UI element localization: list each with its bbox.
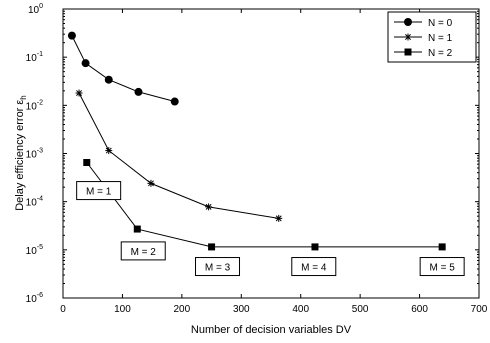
annotation-box: M = 5 — [419, 257, 465, 277]
annotation-label: M = 3 — [205, 263, 231, 274]
x-tick-label: 0 — [60, 304, 66, 315]
annotation-frame — [76, 181, 122, 201]
legend-label: N = 0 — [428, 18, 453, 29]
star-stroke — [205, 203, 212, 210]
star-stroke — [76, 90, 82, 96]
data-point-circle — [404, 18, 412, 26]
x-tick-label: 100 — [114, 304, 131, 315]
data-point-circle — [104, 75, 113, 84]
data-point-circle — [170, 97, 179, 106]
data-point-star — [75, 89, 83, 97]
legend-entry: N = 2 — [394, 48, 453, 59]
annotation-label: M = 5 — [430, 263, 456, 274]
annotation-frame — [419, 257, 465, 277]
legend-entry: N = 1 — [394, 33, 453, 44]
data-point-square — [404, 48, 412, 56]
x-tick-label: 300 — [233, 304, 250, 315]
legend-label: N = 2 — [428, 48, 453, 59]
series-circle — [67, 31, 179, 106]
data-point-square — [83, 159, 91, 167]
x-axis-label: Number of decision variables DV — [191, 324, 352, 336]
y-tick-label: 10-2 — [26, 99, 43, 112]
annotation-box: M = 1 — [76, 181, 122, 201]
data-point-square — [311, 243, 319, 251]
star-stroke — [148, 180, 154, 187]
y-axis-label-subscript: h — [19, 95, 28, 99]
annotation-box: M = 2 — [120, 241, 166, 261]
annotation-layer: M = 1 M = 2 M = 3 M = 4 M = 5 — [76, 181, 465, 277]
annotation-label: M = 2 — [131, 247, 157, 258]
annotation-box: M = 4 — [291, 257, 337, 277]
data-point-star — [105, 147, 113, 155]
x-tick-label: 500 — [352, 304, 369, 315]
data-point-star — [205, 203, 213, 211]
legend-entry: N = 0 — [394, 18, 453, 29]
data-point-square — [438, 243, 446, 251]
axes: 0 100 200 300 400 500 600 700 10-6 10-5 10-4 10-3 10… — [26, 3, 488, 315]
x-tick-label: 200 — [174, 304, 191, 315]
legend-label: N = 1 — [428, 33, 453, 44]
y-axis-label-main: Delay efficiency error ε — [14, 100, 26, 211]
data-point-circle — [81, 59, 90, 68]
y-tick-label: 10-5 — [26, 244, 43, 257]
y-axis-label: Delay efficiency error εh — [14, 95, 28, 211]
series-star — [75, 89, 283, 222]
y-tick-label: 10-6 — [26, 292, 43, 305]
data-point-star — [275, 214, 283, 222]
data-point-star — [147, 179, 155, 187]
data-point-square — [208, 243, 216, 251]
data-point-circle — [134, 87, 143, 96]
annotation-frame — [120, 241, 166, 261]
annotation-box: M = 3 — [195, 257, 241, 277]
y-tick-label: 100 — [28, 3, 43, 16]
annotation-label: M = 1 — [86, 187, 112, 198]
star-stroke — [105, 147, 112, 154]
x-tick-label: 600 — [411, 304, 428, 315]
annotation-frame — [195, 257, 241, 277]
data-point-circle — [67, 31, 76, 40]
series-layer — [67, 31, 446, 251]
star-stroke — [405, 34, 411, 40]
x-tick-label: 700 — [471, 304, 488, 315]
data-point-square — [133, 225, 141, 233]
series-square — [83, 159, 446, 251]
data-point-star — [404, 33, 412, 41]
y-tick-label: 10-4 — [26, 196, 43, 209]
annotation-label: M = 4 — [301, 263, 327, 274]
y-tick-label: 10-3 — [26, 148, 43, 161]
legend: N = 0 N = 1 N = 2 — [387, 11, 477, 63]
annotation-frame — [291, 257, 337, 277]
star-stroke — [275, 215, 282, 222]
y-tick-label: 10-1 — [26, 51, 43, 64]
x-tick-label: 400 — [292, 304, 309, 315]
